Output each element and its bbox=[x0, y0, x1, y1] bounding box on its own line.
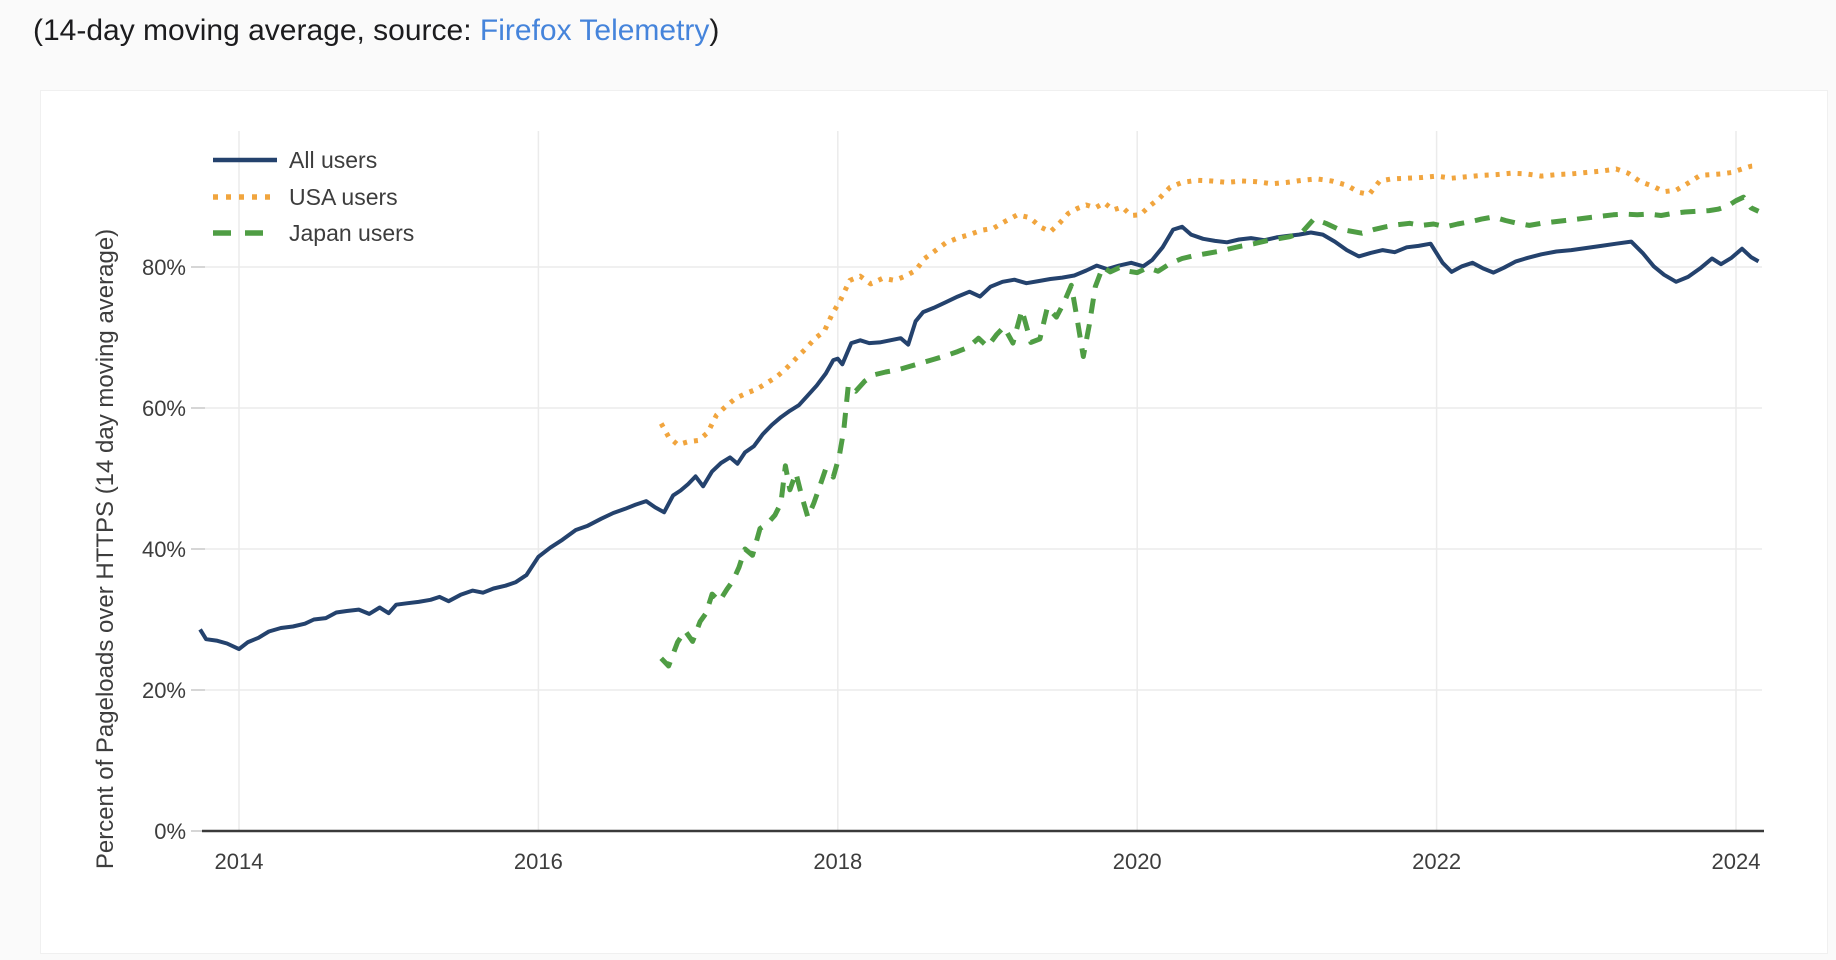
series-line-all-users bbox=[198, 224, 1760, 652]
page-heading: (14-day moving average, source: Firefox … bbox=[33, 12, 719, 50]
https-chart-svg: 2014 2016 2018 2020 2022 2024 0% 20% 40% 60% 80% Pe… bbox=[92, 131, 1764, 874]
y-axis-title: Percent of Pageloads over HTTPS (14 day … bbox=[92, 229, 119, 869]
y-tick-label-20: 20% bbox=[142, 678, 186, 703]
legend-item-all-users: All users bbox=[213, 147, 377, 173]
legend-label: Japan users bbox=[289, 220, 414, 246]
legend-item-usa-users: USA users bbox=[213, 184, 398, 210]
legend-label: USA users bbox=[289, 184, 398, 210]
x-tick-label-2020: 2020 bbox=[1113, 849, 1162, 874]
chart-panel: 2014 2016 2018 2020 2022 2024 0% 20% 40% 60% 80% Pe… bbox=[40, 90, 1828, 954]
firefox-telemetry-link[interactable]: Firefox Telemetry bbox=[479, 14, 710, 47]
legend-label: All users bbox=[289, 147, 377, 173]
x-tick-label-2018: 2018 bbox=[813, 849, 862, 874]
y-tick-label-60: 60% bbox=[142, 396, 186, 421]
x-tick-label-2024: 2024 bbox=[1712, 849, 1761, 874]
y-tick-label-40: 40% bbox=[142, 537, 186, 562]
x-tick-label-2014: 2014 bbox=[215, 849, 264, 874]
x-tick-label-2022: 2022 bbox=[1412, 849, 1461, 874]
series-line-japan-users bbox=[659, 194, 1760, 669]
heading-prefix: (14-day moving average, source: bbox=[33, 14, 480, 47]
x-tick-label-2016: 2016 bbox=[514, 849, 563, 874]
series-line-usa-users bbox=[659, 163, 1759, 448]
y-tick-label-80: 80% bbox=[142, 255, 186, 280]
y-tick-label-0: 0% bbox=[154, 819, 186, 844]
legend-item-japan-users: Japan users bbox=[213, 220, 414, 246]
heading-suffix: ) bbox=[709, 14, 720, 47]
